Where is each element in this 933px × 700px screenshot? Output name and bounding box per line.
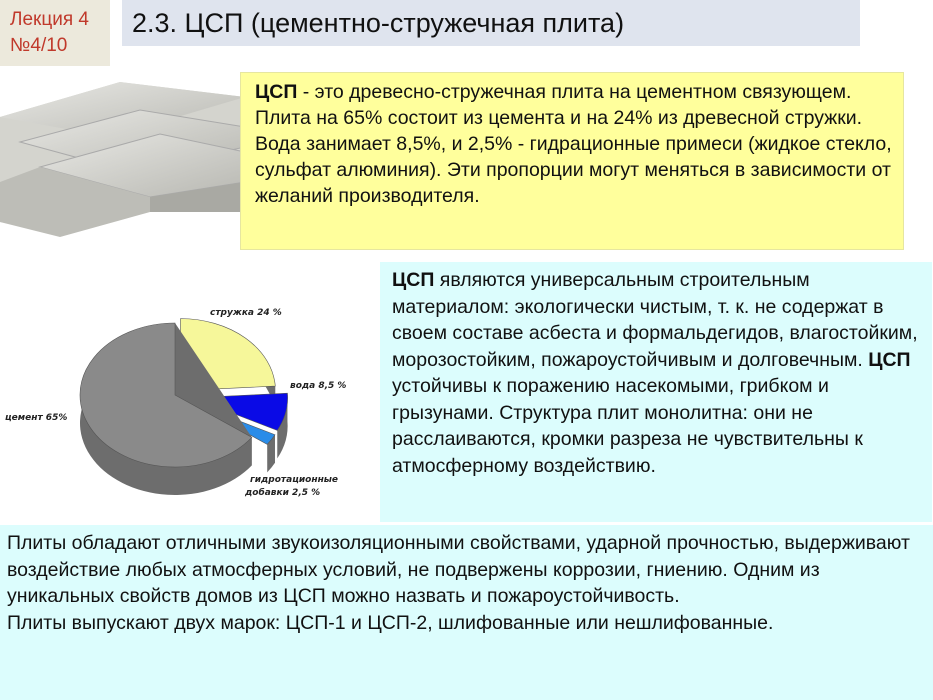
slice-label-additives-1: гидротационные bbox=[250, 475, 338, 485]
properties-term-1: ЦСП bbox=[392, 269, 435, 291]
lecture-number: №4/10 bbox=[10, 35, 68, 56]
slice-label-cement: цемент 65% bbox=[5, 413, 67, 423]
properties-text-2: устойчивы к поражению насекомыми, грибко… bbox=[392, 375, 863, 477]
properties-term-2: ЦСП bbox=[868, 348, 911, 371]
bottom-paragraph-2: Плиты выпускают двух марок: ЦСП-1 и ЦСП-… bbox=[7, 611, 774, 634]
properties-box: ЦСП являются универсальным строительным … bbox=[380, 262, 932, 522]
bottom-paragraph-1: Плиты обладают отличными звукоизоляционн… bbox=[7, 532, 910, 607]
composition-pie-chart: стружка 24 % вода 8,5 % цемент 65% гидро… bbox=[5, 308, 346, 498]
definition-box: ЦСП - это древесно-стружечная плита на ц… bbox=[240, 72, 904, 250]
bottom-text-box: Плиты обладают отличными звукоизоляционн… bbox=[0, 525, 933, 700]
definition-term: ЦСП bbox=[255, 81, 298, 103]
slice-label-additives-2: добавки 2,5 % bbox=[244, 487, 320, 498]
slide-title: 2.3. ЦСП (цементно-стружечная плита) bbox=[122, 0, 860, 46]
lecture-name: Лекция 4 bbox=[10, 9, 89, 30]
cement-boards-image bbox=[0, 82, 245, 237]
definition-text: - это древесно-стружечная плита на цемен… bbox=[255, 81, 892, 207]
pie-slice bbox=[79, 322, 253, 468]
lecture-label: Лекция 4 №4/10 bbox=[0, 0, 110, 66]
properties-text-1: являются универсальным строительным мате… bbox=[392, 269, 918, 371]
slice-label-chips: стружка 24 % bbox=[210, 308, 282, 318]
pie-slice-side bbox=[267, 434, 275, 473]
slice-label-water: вода 8,5 % bbox=[290, 381, 346, 391]
